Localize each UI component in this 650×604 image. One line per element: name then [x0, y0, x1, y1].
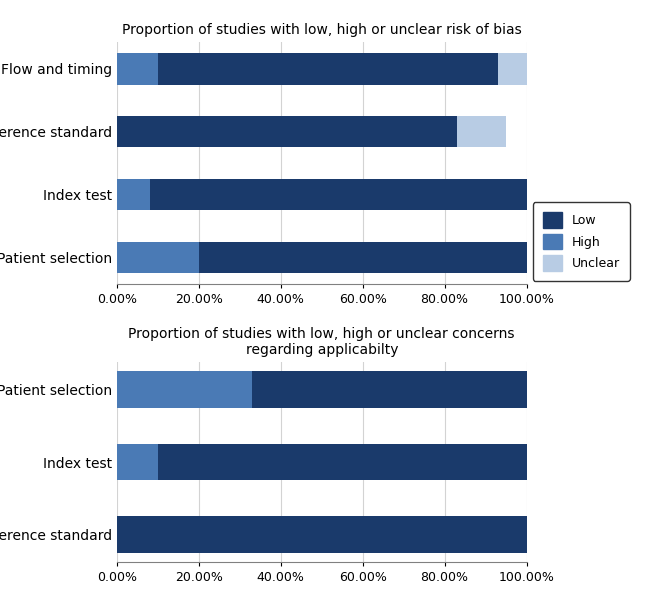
Title: Proportion of studies with low, high or unclear risk of bias: Proportion of studies with low, high or …	[122, 23, 521, 37]
Bar	[457, 116, 506, 147]
Bar	[117, 179, 150, 210]
Bar	[150, 179, 526, 210]
Bar	[252, 371, 526, 408]
Bar	[117, 242, 199, 273]
Bar	[117, 516, 526, 553]
Bar	[117, 444, 158, 480]
Bar	[158, 53, 498, 85]
Bar	[117, 371, 252, 408]
Bar	[158, 444, 526, 480]
Bar	[498, 53, 527, 85]
Title: Proportion of studies with low, high or unclear concerns
regarding applicabilty: Proportion of studies with low, high or …	[129, 327, 515, 357]
Legend: Low, High, Unclear: Low, High, Unclear	[533, 202, 630, 281]
Bar	[117, 116, 457, 147]
Bar	[117, 53, 158, 85]
Bar	[199, 242, 526, 273]
